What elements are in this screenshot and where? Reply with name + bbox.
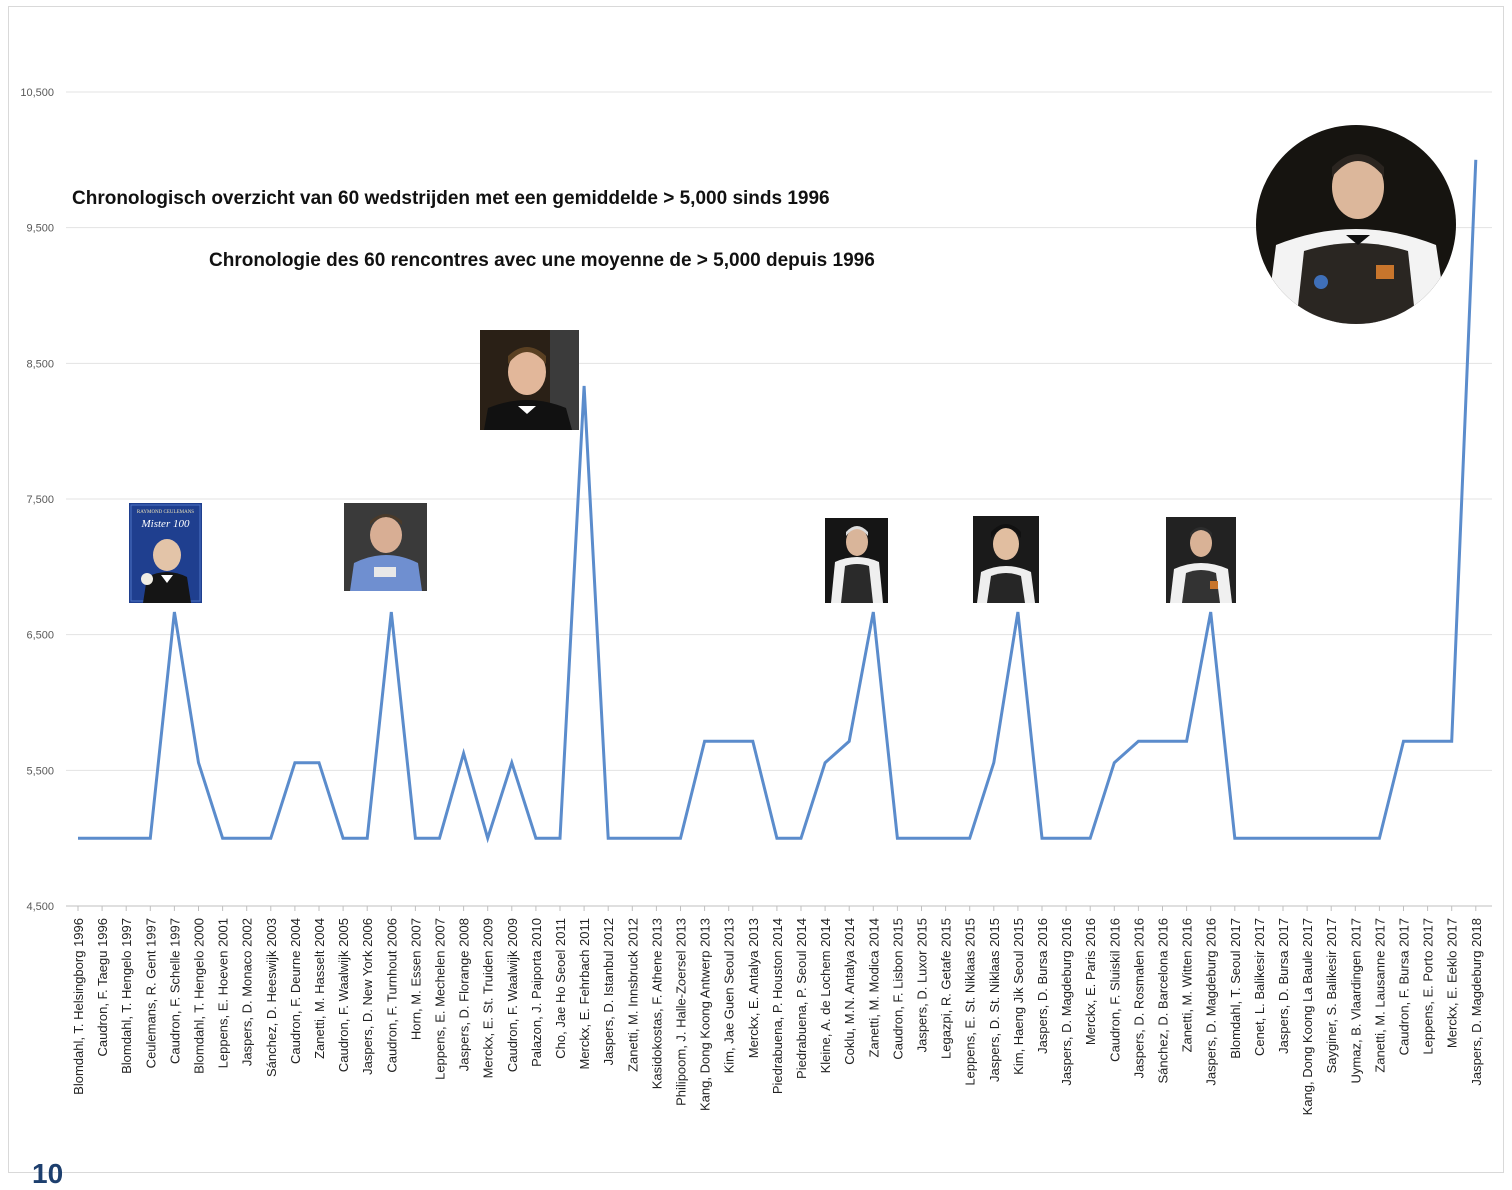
gridlines — [66, 91, 1492, 907]
x-tick-label: Jaspers, D. Magdeburg 2016 — [1059, 918, 1074, 1086]
x-tick-label: Coklu, M.N. Antalya 2014 — [842, 918, 857, 1065]
x-tick-label: Blomdahl, T. Hengelo 1997 — [119, 918, 134, 1074]
x-tick-label: Cenet, L. Balikesir 2017 — [1252, 918, 1267, 1056]
x-tick-label: Caudron, F. Turnhout 2006 — [384, 918, 399, 1073]
x-tick-label: Uymaz, B. Vlaardingen 2017 — [1348, 918, 1363, 1083]
x-tick-label: Merckx, E. Antalya 2013 — [746, 918, 761, 1058]
x-tick-label: Merckx, E. St. Truiden 2009 — [481, 918, 496, 1078]
x-tick-label: Kleine, A. de Lochem 2014 — [818, 918, 833, 1073]
kim-haeng-jik-photo — [973, 516, 1039, 603]
x-tick-label: Blomdahl, T. Seoul 2017 — [1228, 918, 1243, 1059]
y-tick-label: 6,500 — [26, 630, 54, 642]
x-tick-label: Jaspers, D. Magdeburg 2018 — [1469, 918, 1484, 1086]
x-tick-label: Piedrabuena, P. Houston 2014 — [770, 918, 785, 1094]
x-tick-label: Leppens, E. St. Niklaas 2015 — [963, 918, 978, 1086]
x-tick-label: Piedrabuena, P. Seoul 2014 — [794, 918, 809, 1079]
x-tick-label: Caudron, F. Taegu 1996 — [95, 918, 110, 1057]
series-line-layer — [78, 159, 1478, 844]
x-tick-label: Zanetti, M. Lausanne 2017 — [1372, 918, 1387, 1073]
x-tick-label: Jaspers, D. St. Niklaas 2015 — [987, 918, 1002, 1082]
x-tick-label: Cho, Jae Ho Seoel 2011 — [553, 918, 568, 1059]
x-tick-label: Jaspers, D. Luxor 2015 — [915, 918, 930, 1052]
x-tick-label: Caudron, F. Bursa 2017 — [1397, 918, 1412, 1055]
y-tick-label: 8,500 — [26, 358, 54, 370]
y-tick-label: 5,500 — [26, 765, 54, 777]
y-tick-label: 9,500 — [26, 223, 54, 235]
x-tick-label: Sánchez, D. Heeswijk 2003 — [264, 918, 279, 1077]
x-tick-label: Caudron, F. Deurne 2004 — [288, 918, 303, 1064]
x-tick-label: Sánchez, D. Barcelona 2016 — [1156, 918, 1171, 1084]
x-tick-label: Horn, M. Essen 2007 — [408, 918, 423, 1040]
y-tick-label: 10,500 — [20, 87, 54, 99]
x-tick-label: Merckx, E. Fehrbach 2011 — [577, 918, 592, 1070]
x-tick-label: Legazpi, R. Getafe 2015 — [939, 918, 954, 1059]
x-tick-label: Zanetti, M. Modica 2014 — [866, 918, 881, 1057]
x-tick-label: Kang, Dong Koong La Baule 2017 — [1300, 918, 1315, 1115]
x-tick-label: Leppens, E. Mechelen 2007 — [433, 918, 448, 1080]
zanetti-photo — [825, 518, 888, 603]
x-tick-label: Caudron, F. Waalwijk 2009 — [505, 918, 520, 1072]
x-tick-label: Caudron, F. Schelle 1997 — [167, 918, 182, 1064]
x-tick-label: Zanetti, M. Innsbruck 2012 — [625, 918, 640, 1072]
cover-brand: RAYMOND CEULEMANS — [137, 510, 194, 515]
x-tick-label: Kim, Jae Guen Seoul 2013 — [722, 918, 737, 1073]
x-tick-label: Sayginer, S. Balikesir 2017 — [1324, 918, 1339, 1073]
x-tick-label: Caudron, F. Lisbon 2015 — [890, 918, 905, 1060]
chart-title: Chronologisch overzicht van 60 wedstrijd… — [72, 188, 830, 209]
x-tick-label: Jaspers, D. Magdeburg 2016 — [1204, 918, 1219, 1086]
x-tick-label: Jaspers, D. New York 2006 — [360, 918, 375, 1075]
x-tick-label: Jaspers, D. Bursa 2017 — [1276, 918, 1291, 1054]
x-tick-label: Jaspers, D. Monaco 2002 — [240, 918, 255, 1066]
y-tick-label: 7,500 — [26, 494, 54, 506]
x-tick-label: Philipoom, J. Halle-Zoersel 2013 — [674, 918, 689, 1106]
x-tick-label: Caudron, F. Waalwijk 2005 — [336, 918, 351, 1072]
x-tick-label: Palazon, J. Paiporta 2010 — [529, 918, 544, 1067]
x-tick-label: Ceulemans, R. Gent 1997 — [143, 918, 158, 1068]
x-tick-label: Kim, Haeng Jik Seoul 2015 — [1011, 918, 1026, 1075]
x-tick-label: Blomdahl, T. Helsingborg 1996 — [71, 918, 86, 1095]
caudron-photo — [344, 503, 427, 591]
series-line — [78, 159, 1478, 844]
x-tick-label: Kasidokostas, F. Athene 2013 — [649, 918, 664, 1089]
cover-caption: Mister 100 — [141, 518, 190, 530]
x-tick-label: Zanetti, M. Hasselt 2004 — [312, 918, 327, 1059]
x-tick-label: Jaspers, D. Rosmalen 2016 — [1131, 918, 1146, 1078]
x-tick-label: Jaspers, D. Florange 2008 — [457, 918, 472, 1071]
page-number: 10 — [32, 1158, 64, 1189]
x-tick-label: Caudron, F. Sluiskil 2016 — [1107, 918, 1122, 1062]
y-axis-ticks: 4,500 5,500 6,500 7,500 8,500 9,500 10,500 — [20, 87, 54, 913]
jaspers-2018-round-photo — [1256, 125, 1456, 324]
jaspers-2016-photo — [1166, 517, 1236, 603]
x-tick-label: Merckx, E. Paris 2016 — [1083, 918, 1098, 1045]
x-tick-label: Jaspers, D. Bursa 2016 — [1035, 918, 1050, 1054]
merckx-photo — [480, 330, 579, 430]
ceulemans-mister-100-photo: RAYMOND CEULEMANS Mister 100 — [129, 503, 202, 603]
x-axis-ticks: Blomdahl, T. Helsingborg 1996 Caudron, F.… — [71, 906, 1484, 1115]
x-tick-label: Merckx, E. Eeklo 2017 — [1445, 918, 1460, 1048]
x-tick-label: Jaspers, D. Istanbul 2012 — [601, 918, 616, 1065]
x-tick-label: Blomdahl, T. Hengelo 2000 — [192, 918, 207, 1074]
x-tick-label: Leppens, E. Porto 2017 — [1421, 918, 1436, 1055]
y-tick-label: 4,500 — [26, 901, 54, 913]
chart-subtitle: Chronologie des 60 rencontres avec une m… — [209, 250, 875, 271]
x-tick-label: Kang, Dong Koong Antwerp 2013 — [698, 918, 713, 1111]
x-tick-label: Zanetti, M. Witten 2016 — [1180, 918, 1195, 1052]
x-tick-label: Leppens, E. Hoeven 2001 — [216, 918, 231, 1068]
